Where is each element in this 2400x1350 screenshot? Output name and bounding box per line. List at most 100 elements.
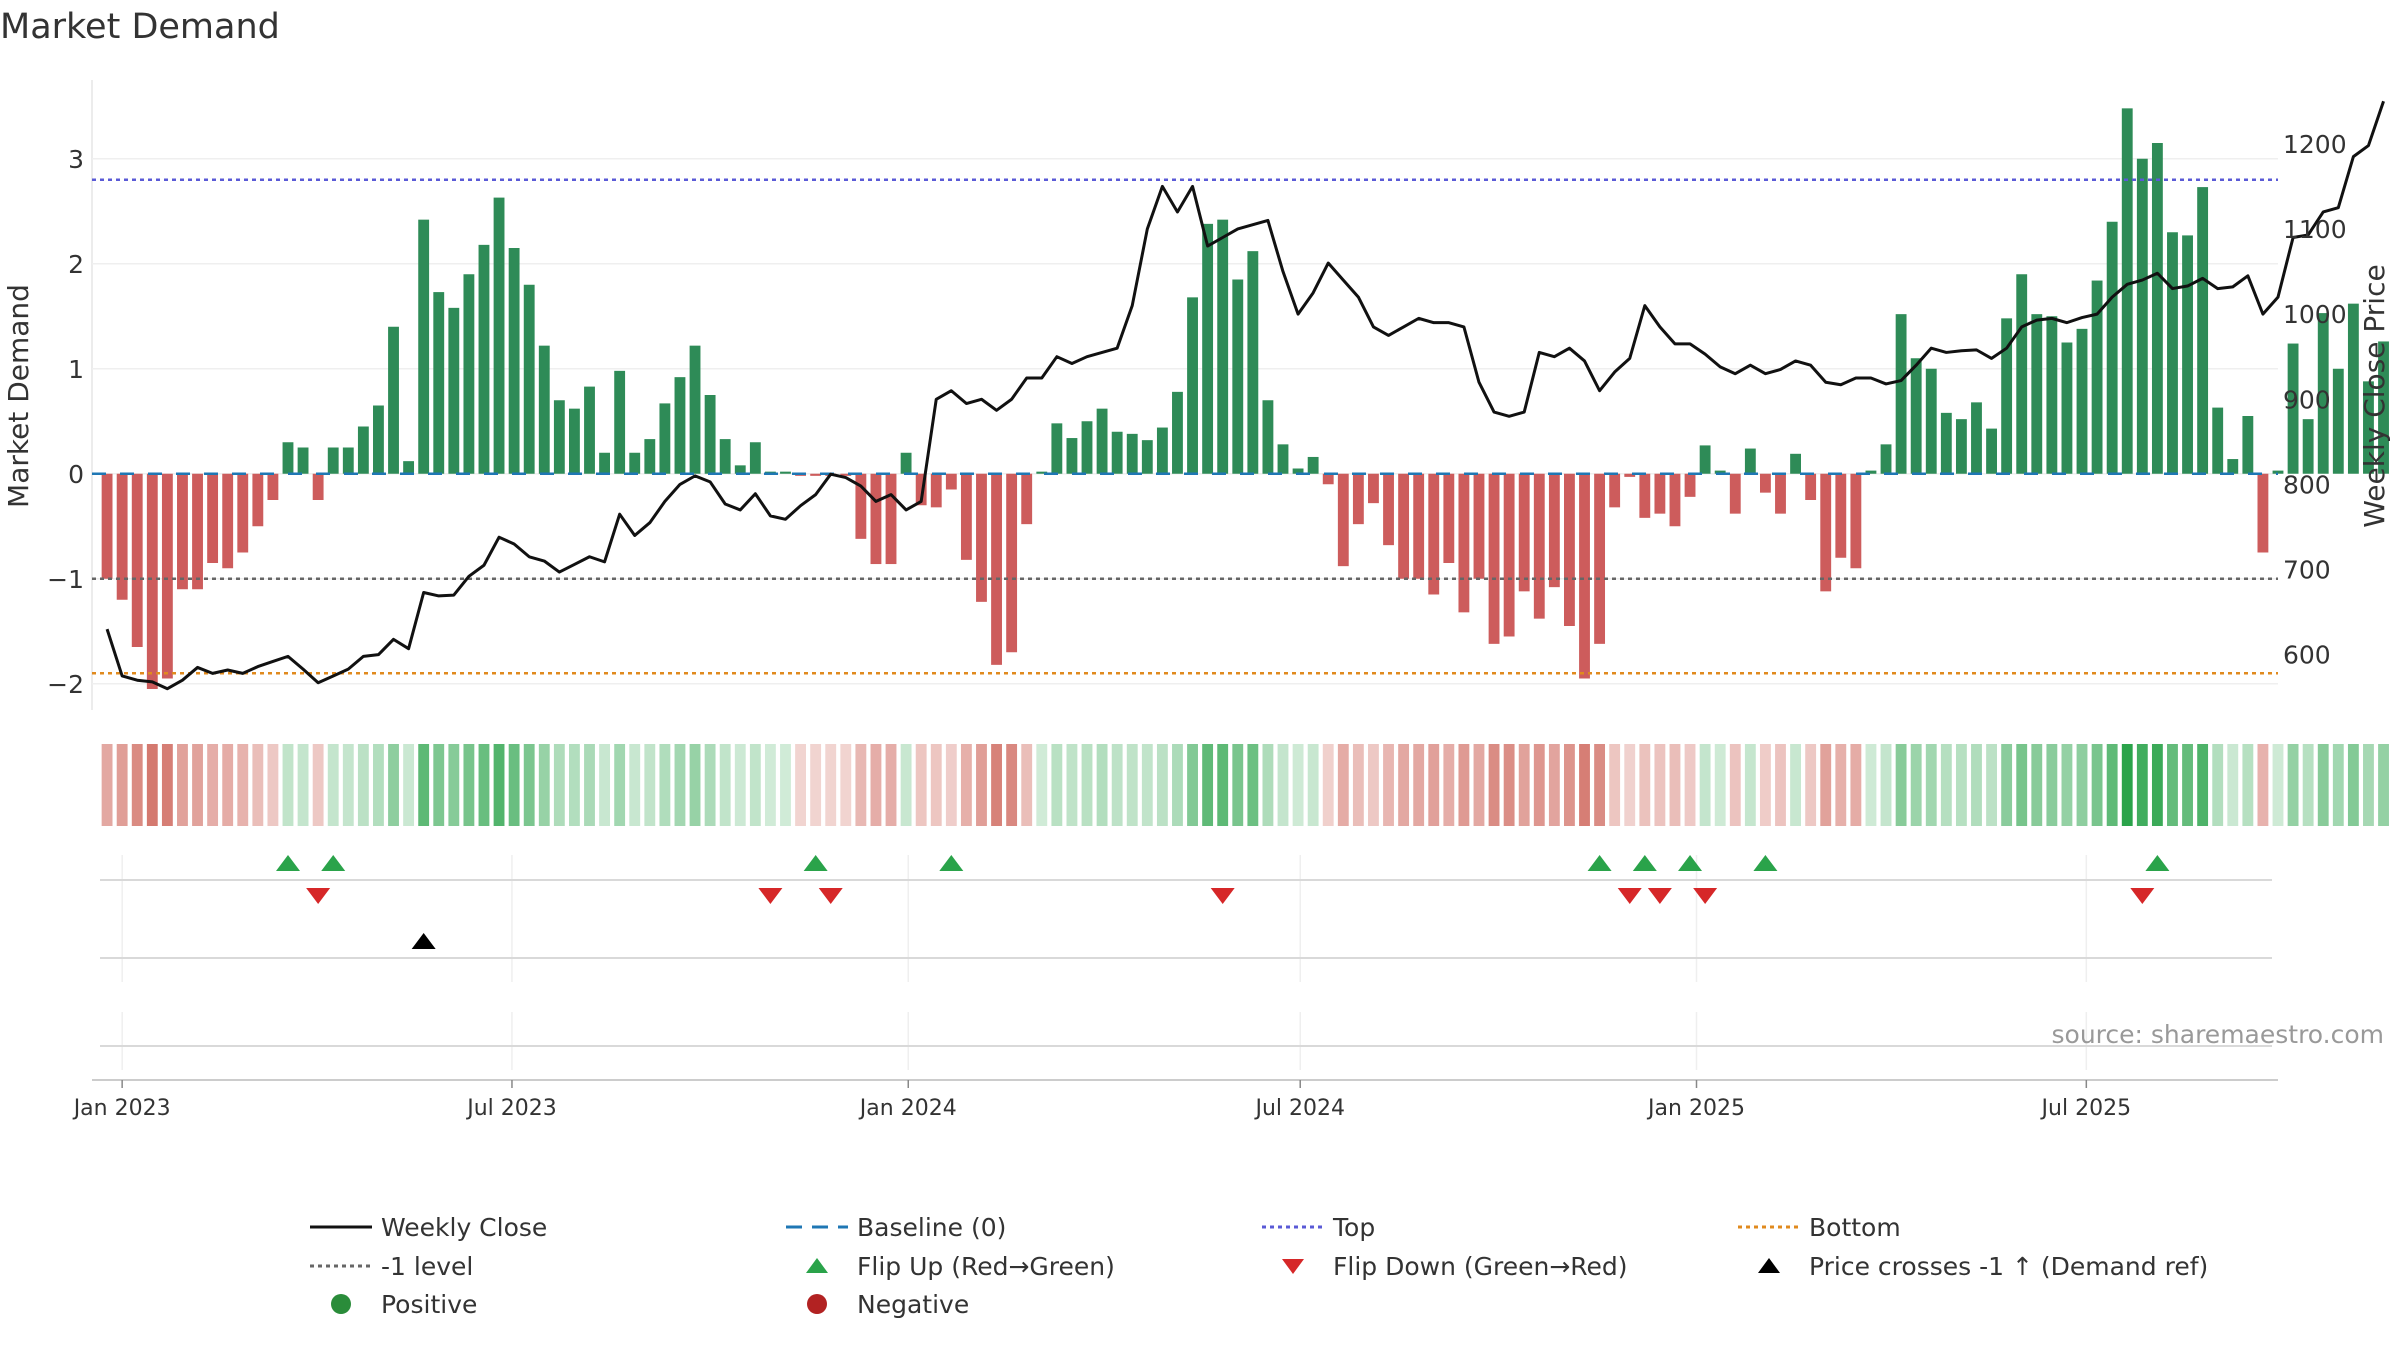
- positive-demand-bar: [1971, 402, 1982, 474]
- y-tick-label: 3: [68, 145, 84, 174]
- chart-title: Market Demand: [0, 7, 280, 47]
- demand-strip-cell: [1006, 744, 1018, 826]
- negative-demand-bar: [1352, 473, 1364, 525]
- demand-strip-cell: [222, 744, 234, 826]
- negative-demand-bar: [1729, 473, 1741, 514]
- negative-demand-bar: [991, 473, 1002, 665]
- demand-strip-cell: [1729, 744, 1741, 826]
- positive-demand-bar: [2378, 341, 2389, 474]
- positive-demand-bar: [342, 447, 354, 474]
- positive-demand-bar: [1699, 445, 1711, 474]
- positive-demand-bar: [1714, 470, 1726, 474]
- y2-tick-label: 1100: [2283, 215, 2347, 244]
- negative-demand-bar: [1413, 473, 1425, 579]
- demand-strip-cell: [584, 744, 595, 826]
- positive-demand-bar: [2031, 314, 2043, 474]
- legend-swatch-positive: [331, 1294, 351, 1314]
- main-panel: −2 −1 0 1 2 3 600 700 800 900 1000 1100 1200 Market…: [2, 80, 2391, 710]
- demand-strip-cell: [1986, 744, 1997, 826]
- demand-strip-cell: [418, 744, 430, 826]
- demand-strip-cell: [1910, 744, 1922, 826]
- negative-demand-bar: [1368, 473, 1379, 504]
- demand-strip-cell: [1187, 744, 1198, 826]
- demand-strip-cell: [1805, 744, 1817, 826]
- demand-strip-cell: [704, 744, 716, 826]
- demand-strip-cell: [1458, 744, 1470, 826]
- positive-demand-bar: [2227, 459, 2239, 474]
- negative-demand-bar: [1759, 473, 1771, 493]
- demand-strip-cell: [1111, 744, 1123, 826]
- demand-strip-cell: [960, 744, 972, 826]
- price-cross-marker: [411, 933, 436, 949]
- demand-strip-cell: [900, 744, 912, 826]
- demand-strip-cell: [523, 744, 535, 826]
- demand-strip-cell: [1699, 744, 1711, 826]
- positive-demand-bar: [569, 408, 580, 474]
- left-y-tick-labels: −2 −1 0 1 2 3: [47, 145, 84, 699]
- demand-strip-cell: [1322, 744, 1334, 826]
- demand-strip-cell: [1473, 744, 1485, 826]
- flip-up-marker: [275, 855, 300, 871]
- negative-demand-bar: [146, 473, 158, 689]
- demand-strip-cell: [1955, 744, 1967, 826]
- legend-label-price-cross: Price crosses -1 ↑ (Demand ref): [1809, 1252, 2208, 1281]
- demand-strip-cell: [2046, 744, 2058, 826]
- demand-strip-cell: [2136, 744, 2148, 826]
- demand-strip-cell: [1217, 744, 1229, 826]
- positive-demand-bar: [1955, 419, 1967, 474]
- demand-strip-cell: [1654, 744, 1666, 826]
- demand-strip-cell: [2031, 744, 2043, 826]
- demand-strip-cell: [629, 744, 641, 826]
- y-tick-label: −2: [47, 670, 84, 699]
- flip-down-marker: [2130, 888, 2155, 904]
- demand-strip-cell: [734, 744, 746, 826]
- positive-demand-bar: [2317, 313, 2329, 474]
- positive-demand-bar: [1744, 448, 1756, 474]
- demand-strip-cell: [2197, 744, 2209, 826]
- demand-strip-cell: [795, 744, 806, 826]
- demand-strip-cell: [1579, 744, 1590, 826]
- x-tick-label: Jul 2025: [2040, 1096, 2132, 1121]
- demand-strip-cell: [1790, 744, 1801, 826]
- demand-strip-cell: [1759, 744, 1771, 826]
- demand-strip-cell: [161, 744, 173, 826]
- negative-demand-bar: [1835, 473, 1847, 558]
- positive-demand-bar: [2136, 158, 2148, 474]
- flip-up-marker: [2145, 855, 2170, 871]
- positive-demand-bar: [1292, 468, 1304, 474]
- positive-demand-bar: [448, 307, 460, 474]
- positive-demand-bar: [1232, 279, 1244, 474]
- positive-demand-bar: [357, 426, 369, 474]
- demand-strip-cell: [2332, 744, 2344, 826]
- positive-demand-bar: [2046, 316, 2058, 474]
- demand-strip-cell: [2227, 744, 2239, 826]
- demand-strip-cell: [991, 744, 1002, 826]
- positive-demand-bar: [327, 447, 339, 474]
- positive-demand-bar: [2106, 221, 2118, 474]
- demand-strip-cell: [1307, 744, 1319, 826]
- demand-strip-cell: [749, 744, 761, 826]
- demand-strip-cell: [2287, 744, 2299, 826]
- positive-demand-bar: [2121, 108, 2133, 474]
- negative-demand-bar: [1564, 473, 1575, 626]
- demand-strip-cell: [1262, 744, 1274, 826]
- demand-strip-cell: [1533, 744, 1545, 826]
- negative-demand-bar: [1383, 473, 1394, 546]
- negative-demand-bar: [1654, 473, 1666, 514]
- demand-strip-cell: [388, 744, 399, 826]
- legend-swatch-negative: [807, 1294, 827, 1314]
- flip-down-marker: [1617, 888, 1642, 904]
- demand-strip-cell: [131, 744, 143, 826]
- negative-demand-bar: [101, 473, 113, 579]
- demand-strip-cell: [373, 744, 384, 826]
- y-tick-label: 0: [68, 460, 84, 489]
- demand-strip-cell: [1021, 744, 1033, 826]
- positive-demand-bar: [900, 452, 912, 474]
- demand-strip-cell: [1624, 744, 1636, 826]
- signal-row-grid: [121, 855, 2088, 1070]
- demand-strip-cell: [327, 744, 339, 826]
- negative-demand-bar: [1805, 473, 1817, 500]
- demand-strip-cell: [2378, 744, 2389, 826]
- negative-demand-bar: [177, 473, 188, 590]
